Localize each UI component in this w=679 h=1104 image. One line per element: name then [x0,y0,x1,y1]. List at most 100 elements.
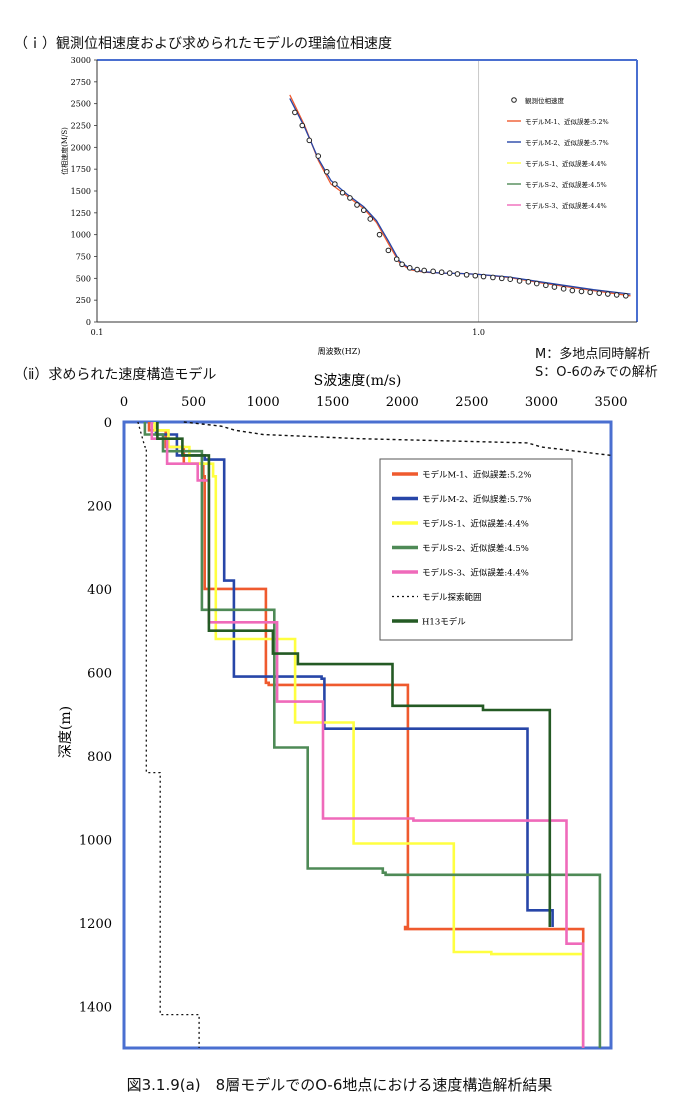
observed-point [323,168,330,175]
y-axis-label: 深度(m) [58,706,74,758]
legend-label-4: モデルS-2、近似誤差:4.5% [422,543,529,554]
observed-point [533,280,540,287]
observed-point [414,266,420,273]
observed-point [560,286,567,292]
observed-point [446,270,453,276]
y-tick-label: 1000 [79,833,112,848]
observed-point [393,256,400,262]
y-tick-label: 2250 [71,122,91,131]
y-tick-label: 600 [87,666,112,681]
series-line-7 [156,422,552,927]
legend-label-7: H13モデル [422,617,466,628]
observed-point [578,288,585,295]
x-tick-label: 0.1 [91,328,104,337]
legend-label-1: モデルM-1、近似誤差:5.2% [525,117,609,126]
observed-point [406,265,413,271]
y-tick-label: 750 [76,253,91,262]
y-tick-label: 1400 [79,1000,112,1015]
legend-label-3: モデルS-1、近似誤差:4.4% [525,159,607,168]
legend-label-5: モデルS-3、近似誤差:4.4% [525,201,607,210]
legend-label-6: モデル探索範囲 [422,592,482,603]
y-tick-label: 0 [104,416,112,431]
legend-label-observed: 観測位相速度 [525,96,565,105]
y-tick-label: 0 [86,318,91,327]
search-range-upper [183,421,612,457]
observed-point [480,273,487,280]
y-tick-label: 1000 [71,231,91,240]
x-axis-title: S波速度(m/s) [314,373,402,389]
series-line-5 [150,422,585,1048]
legend-label-5: モデルS-3、近似誤差:4.4% [422,568,529,579]
legend-label-2: モデルM-2、近似誤差:5.7% [525,138,609,147]
y-tick-label: 800 [87,750,112,765]
x-tick-label: 1500 [316,395,349,410]
observed-point [472,272,479,279]
y-tick-label: 400 [87,583,112,598]
x-tick-label: 1000 [247,395,280,410]
velocity-structure-chart: S波速度(m/s) 0 500 1000 1500 2000 2500 3000 3500 0 20… [58,373,628,1050]
observed-point [507,276,514,283]
legend-box [379,458,573,641]
y-tick-label: 3000 [71,56,91,65]
y-tick-label: 1200 [79,917,112,932]
observed-point [315,153,322,159]
observed-point [421,267,427,274]
observed-point [332,181,338,187]
legend-label-4: モデルS-2、近似誤差:4.5% [525,180,607,189]
note-m: M：多地点同時解析 [535,347,651,362]
y-tick-label: 1500 [71,187,91,196]
series-line-6 [137,421,200,1048]
observed-point [604,291,611,297]
y-tick-label: 2000 [71,143,91,152]
legend-marker-observed [511,97,517,103]
observed-point [463,272,470,278]
series-line-3 [153,422,585,1048]
y-tick-label: 2500 [71,100,91,109]
x-tick-label: 1.0 [472,328,485,337]
observed-point [543,282,549,289]
section1-title: （ｉ）観測位相速度および求められたモデルの理論位相速度 [14,36,392,52]
observed-point [525,279,532,285]
observed-point [613,292,620,298]
x-tick-label: 3500 [594,395,627,410]
phase-velocity-chart: 0 250 500 750 1000 1250 1500 1750 2000 2250 2500 27… [60,56,638,356]
observed-point [498,275,505,282]
x-tick-label: 3000 [525,395,558,410]
y-tick-label: 1750 [71,165,91,174]
observed-point [376,231,383,238]
observed-point [490,274,496,281]
y-tick-label: 500 [76,274,91,283]
observed-point [516,278,523,284]
y-tick-label: 2750 [71,78,91,87]
observed-point [385,247,392,254]
observed-point [399,261,405,268]
observed-point [622,293,629,299]
observed-point [292,109,298,116]
legend-label-3: モデルS-1、近似誤差:4.4% [422,519,529,530]
x-axis-label: 周波数(HZ) [318,346,361,356]
note-s: S：O-6のみでの解析 [535,365,658,380]
observed-point [438,269,445,276]
observed-point [299,122,306,129]
observed-point [354,202,360,208]
observed-point [596,290,603,296]
figure-caption: 図3.1.9(a) 8層モデルでのO-6地点における速度構造解析結果 [126,1076,553,1094]
observed-point [454,271,461,277]
section2-title: （ⅱ）求められた速度構造モデル [14,367,217,383]
y-tick-label: 200 [87,499,112,514]
y-tick-label: 250 [76,296,91,305]
y-tick-label: 1250 [71,209,91,218]
legend-label-1: モデルM-1、近似誤差:5.2% [422,470,531,481]
observed-point [360,207,367,214]
observed-point [587,289,593,296]
legend-label-2: モデルM-2、近似誤差:5.7% [422,494,531,505]
observed-point [347,195,353,201]
x-tick-label: 0 [120,395,128,410]
observed-point [430,268,436,275]
x-tick-label: 500 [181,395,206,410]
observed-point [569,287,576,294]
series-line-4 [143,422,602,1048]
observed-point [551,284,558,290]
y-axis-label: 位相速度(M/S) [60,127,69,175]
observed-point [306,137,313,144]
